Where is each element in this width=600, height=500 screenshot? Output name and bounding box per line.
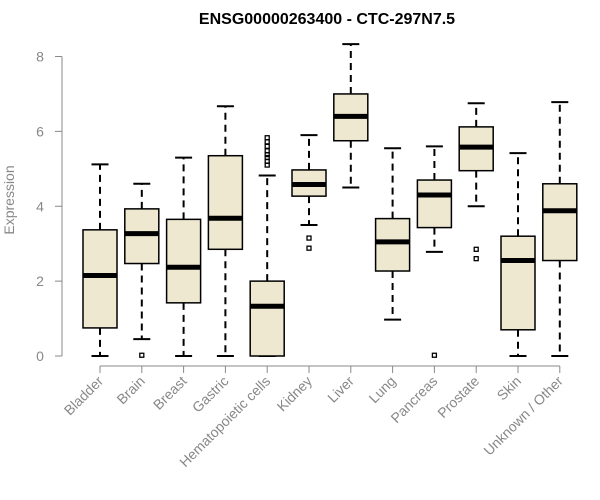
iqr-box: [542, 183, 578, 262]
x-tick-label: Breast: [150, 373, 190, 413]
x-tick-label: Prostate: [434, 373, 482, 421]
iqr-box: [207, 154, 244, 251]
iqr-box: [374, 217, 411, 272]
x-tick-label: Liver: [324, 373, 357, 406]
iqr-box: [82, 229, 118, 329]
box-breast: [165, 156, 202, 357]
chart-title: ENSG00000263400 - CTC-297N7.5: [199, 11, 455, 28]
iqr-box: [124, 208, 160, 265]
y-tick-label: 4: [36, 198, 44, 214]
boxes-group: [82, 43, 578, 358]
outlier-point: [306, 245, 312, 251]
box-bladder: [82, 163, 118, 357]
y-tick-label: 6: [36, 123, 44, 139]
box-kidney: [291, 134, 327, 251]
iqr-box: [416, 179, 453, 229]
box-pancreas: [416, 145, 453, 358]
box-hematopoietic-cells: [249, 135, 285, 357]
outlier-point: [264, 139, 270, 145]
x-tick-label: Bladder: [61, 373, 107, 419]
iqr-box: [249, 280, 285, 357]
y-axis-label: Expression: [1, 165, 17, 234]
box-lung: [374, 147, 411, 321]
outlier-point: [139, 352, 145, 358]
x-tick-label: Unknown / Other: [480, 373, 566, 459]
y-axis: 0 2 4 6 8: [36, 49, 63, 364]
y-tick-label: 8: [36, 49, 44, 65]
box-brain: [124, 182, 160, 358]
iqr-box: [165, 218, 202, 304]
outlier-point: [264, 154, 270, 161]
y-tick-label: 0: [36, 348, 44, 364]
box-liver: [333, 43, 369, 189]
outlier-point: [473, 256, 479, 262]
x-tick-label: Skin: [494, 373, 525, 404]
outlier-point: [264, 135, 270, 141]
iqr-box: [500, 235, 536, 331]
box-prostate: [458, 102, 494, 262]
box-unknown-other: [542, 101, 578, 357]
y-tick-label: 2: [36, 273, 44, 289]
box-gastric: [207, 105, 244, 357]
x-tick-label: Brain: [113, 373, 147, 407]
x-tick-label: Kidney: [274, 373, 316, 415]
x-tick-label: Lung: [365, 373, 398, 406]
outlier-point: [264, 143, 270, 150]
outlier-point: [264, 148, 270, 154]
box-skin: [500, 152, 536, 357]
outlier-point: [473, 246, 479, 252]
outlier-point: [306, 235, 312, 241]
outlier-point: [431, 352, 438, 358]
